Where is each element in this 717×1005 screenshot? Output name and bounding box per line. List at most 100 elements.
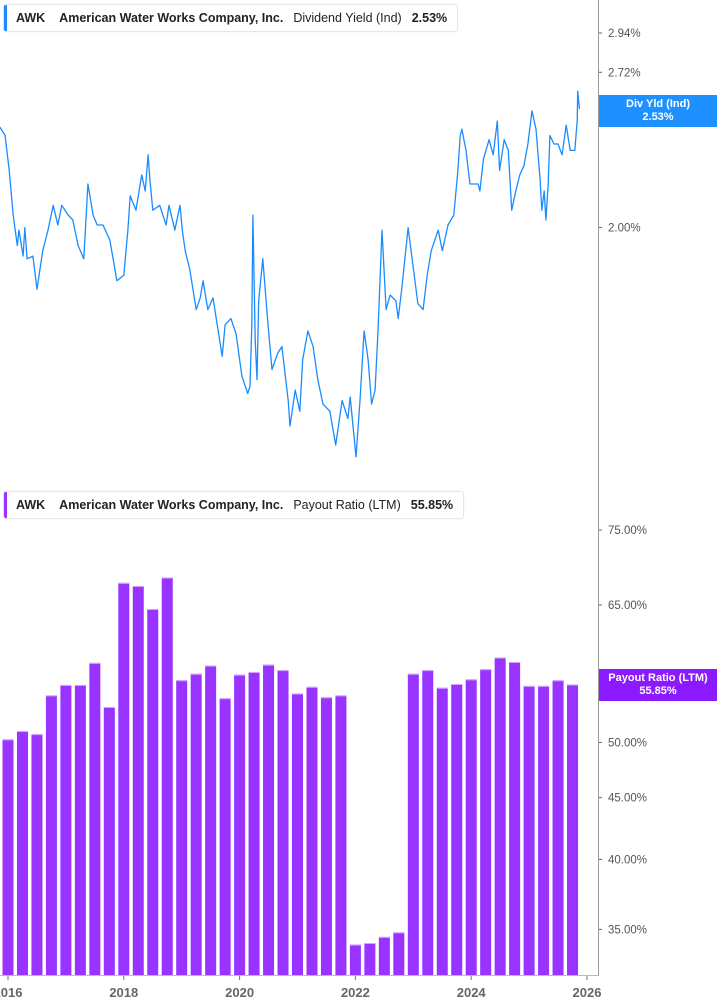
dividend-yield-chart: 2.94% 2.72% 2.00% xyxy=(0,28,641,458)
bar-top-edge xyxy=(89,662,101,664)
bar-top-edge xyxy=(393,932,405,934)
payout-ratio-bar xyxy=(320,697,332,975)
y-tick-label: 2.72% xyxy=(608,67,641,79)
payout-ratio-bar xyxy=(567,684,579,975)
payout-ratio-bar xyxy=(219,698,231,975)
bar-top-edge xyxy=(263,664,275,666)
bar-top-edge xyxy=(523,685,535,687)
payout-ratio-bar xyxy=(277,670,289,975)
bar-top-edge xyxy=(176,680,188,682)
bar-top-edge xyxy=(2,739,14,741)
payout-ratio-bar xyxy=(190,673,202,975)
payout-ratio-bar xyxy=(176,680,188,975)
payout-ratio-bar xyxy=(523,685,535,975)
bar-top-edge xyxy=(31,734,43,736)
payout-ratio-legend: AWK American Water Works Company, Inc. P… xyxy=(3,491,465,519)
bar-top-edge xyxy=(45,695,57,697)
flag-label: Div Yld (Ind) xyxy=(626,98,690,110)
x-tick-label: 2020 xyxy=(225,985,254,1000)
payout-ratio-bar xyxy=(234,674,246,975)
company-name: American Water Works Company, Inc. xyxy=(59,498,284,512)
payout-ratio-bar xyxy=(335,695,347,975)
payout-ratio-bar xyxy=(364,943,376,975)
payout-ratio-bar xyxy=(16,731,28,975)
payout-ratio-bar xyxy=(349,944,361,975)
flag-label: Payout Ratio (LTM) xyxy=(608,672,708,684)
ticker: AWK xyxy=(16,498,46,512)
flag-value: 2.53% xyxy=(642,111,674,123)
payout-ratio-bar xyxy=(205,665,217,975)
bar-top-edge xyxy=(16,731,28,733)
x-tick-label: 2016 xyxy=(0,985,22,1000)
bar-top-edge xyxy=(132,585,144,587)
y-tick-label: 40.00% xyxy=(608,854,647,866)
bar-top-edge xyxy=(494,657,506,659)
bar-top-edge xyxy=(364,943,376,945)
payout-ratio-bar xyxy=(552,680,564,975)
bar-top-edge xyxy=(509,661,521,663)
bar-top-edge xyxy=(292,693,303,695)
payout-ratio-bar xyxy=(436,687,448,975)
metric-name: Payout Ratio (LTM) xyxy=(293,498,401,512)
bar-top-edge xyxy=(277,670,289,672)
payout-ratio-bar xyxy=(103,707,115,975)
bar-top-edge xyxy=(234,674,246,676)
payout-ratio-bar xyxy=(147,609,159,975)
bar-top-edge xyxy=(567,684,579,686)
dividend-yield-last-value-flag: Div Yld (Ind) 2.53% xyxy=(599,95,717,127)
bar-top-edge xyxy=(349,944,361,946)
payout-ratio-chart: 75.00%65.00%55.00%50.00%45.00%40.00%35.0… xyxy=(0,525,647,1000)
bar-top-edge xyxy=(320,697,332,699)
bar-top-edge xyxy=(552,680,564,682)
bar-top-edge xyxy=(465,679,477,681)
payout-ratio-bar xyxy=(31,734,43,975)
bar-top-edge xyxy=(378,936,390,938)
bar-top-edge xyxy=(161,577,173,579)
payout-ratio-bar xyxy=(132,585,144,975)
metric-value: 2.53% xyxy=(411,11,448,25)
series-color-marker xyxy=(4,5,7,31)
payout-ratio-bar xyxy=(393,932,405,975)
bar-top-edge xyxy=(451,684,463,686)
bar-top-edge xyxy=(103,707,115,709)
payout-ratio-bar xyxy=(161,577,173,975)
payout-ratio-bar xyxy=(89,662,101,975)
y-tick-label: 2.00% xyxy=(608,223,641,235)
payout-ratio-bar xyxy=(2,739,14,975)
bar-top-edge xyxy=(436,687,448,689)
metric-name: Dividend Yield (Ind) xyxy=(293,11,402,25)
bar-top-edge xyxy=(248,671,260,673)
y-tick-label: 50.00% xyxy=(608,737,647,749)
payout-ratio-bar xyxy=(306,686,318,975)
bar-top-edge xyxy=(205,665,217,667)
payout-ratio-bar xyxy=(60,684,72,975)
y-tick-label: 35.00% xyxy=(608,924,647,936)
metric-value: 55.85% xyxy=(410,498,454,512)
payout-ratio-bar xyxy=(118,582,130,975)
y-tick-label: 65.00% xyxy=(608,600,647,612)
payout-ratio-bar xyxy=(509,661,521,975)
bar-top-edge xyxy=(422,670,434,672)
dividend-yield-line xyxy=(0,90,581,458)
payout-ratio-bar xyxy=(263,664,275,975)
series-color-marker xyxy=(4,492,7,518)
bar-top-edge xyxy=(335,695,347,697)
payout-ratio-last-value-flag: Payout Ratio (LTM) 55.85% xyxy=(599,669,717,701)
payout-ratio-bar xyxy=(538,685,550,975)
bar-top-edge xyxy=(190,673,202,675)
bar-top-edge xyxy=(118,582,130,584)
bar-top-edge xyxy=(538,685,550,687)
payout-ratio-bar xyxy=(422,670,434,975)
x-tick-label: 2022 xyxy=(341,985,370,1000)
payout-ratio-bar xyxy=(480,669,492,975)
dividend-yield-legend: AWK American Water Works Company, Inc. D… xyxy=(3,4,459,32)
payout-ratio-bar xyxy=(292,693,303,975)
bar-top-edge xyxy=(74,684,86,686)
bar-top-edge xyxy=(147,609,159,611)
x-tick-label: 2026 xyxy=(573,985,602,1000)
bar-top-edge xyxy=(480,669,492,671)
ticker: AWK xyxy=(16,11,46,25)
company-name: American Water Works Company, Inc. xyxy=(59,11,284,25)
x-tick-label: 2024 xyxy=(457,985,487,1000)
